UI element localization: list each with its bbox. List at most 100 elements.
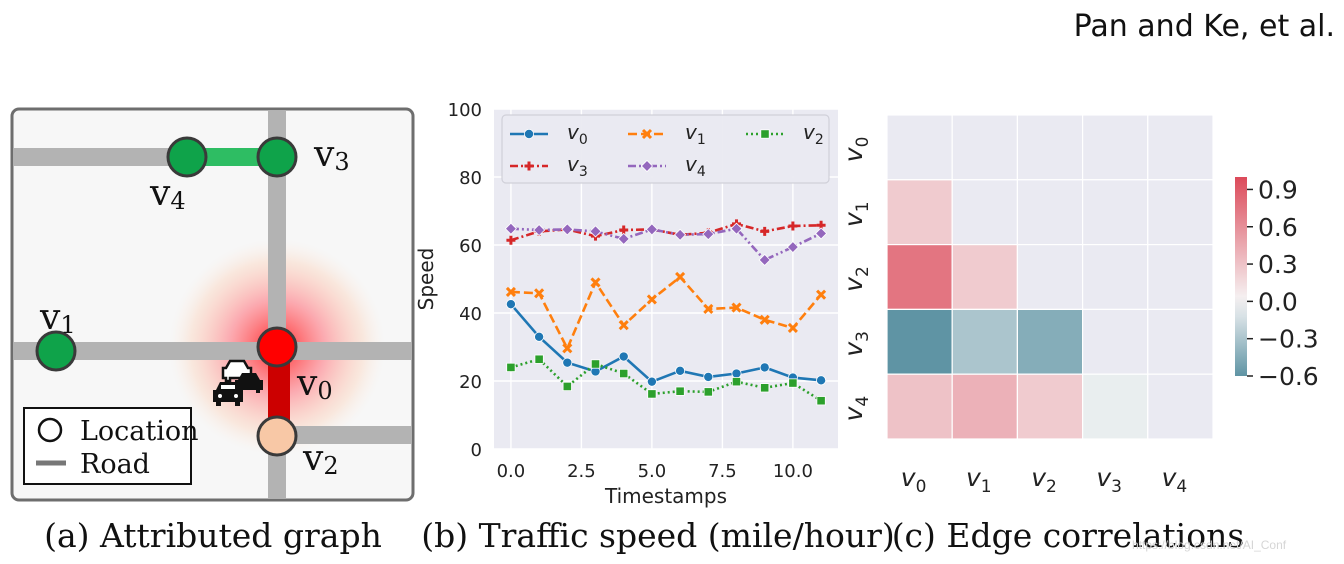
heatmap-col-label: v2 bbox=[1031, 463, 1057, 497]
chart-b-ylabel: Speed bbox=[414, 248, 438, 311]
heatmap-row-label: v3 bbox=[839, 331, 873, 357]
heatmap-axis-labels: v0 v1 v2 v3 v4 v0 v1 v2 v3 v4 bbox=[839, 137, 1187, 497]
legend-box bbox=[501, 114, 830, 184]
data-point bbox=[760, 383, 770, 393]
node-v2 bbox=[256, 415, 298, 457]
node-v3 bbox=[256, 136, 298, 178]
ytick-label: 0 bbox=[471, 440, 482, 461]
colorbar-tick-label: 0.6 bbox=[1258, 213, 1298, 242]
data-point bbox=[702, 228, 715, 241]
heatmap-cell bbox=[1147, 244, 1214, 311]
legend-label: v0 bbox=[567, 120, 588, 148]
colorbar-ticks: 0.9 0.6 0.3 0.0 −0.3 −0.6 bbox=[1247, 175, 1319, 391]
legend-marker bbox=[640, 159, 654, 173]
caption-a: (a) Attributed graph bbox=[44, 516, 382, 555]
ytick-label: 40 bbox=[459, 304, 482, 325]
legend-location-icon bbox=[37, 417, 63, 443]
label-v0: v0 bbox=[296, 363, 333, 405]
heatmap-row-label: v1 bbox=[839, 201, 873, 227]
data-point bbox=[816, 289, 827, 300]
data-point bbox=[815, 227, 828, 240]
data-point bbox=[618, 320, 629, 331]
node-v4 bbox=[166, 136, 208, 178]
road-congested-segment bbox=[268, 350, 290, 430]
series-v0 bbox=[505, 299, 827, 387]
node-v1 bbox=[35, 330, 77, 372]
road-link-v4-v3 bbox=[187, 148, 277, 166]
heatmap-cell bbox=[1081, 179, 1149, 246]
ytick-label: 60 bbox=[459, 236, 482, 257]
data-point bbox=[646, 376, 657, 387]
heatmap-col-label: v1 bbox=[966, 463, 992, 497]
legend-location-label: Location bbox=[80, 416, 199, 447]
data-point bbox=[590, 359, 601, 369]
data-point bbox=[788, 221, 798, 231]
heatmap-row-label: v2 bbox=[839, 266, 873, 292]
label-v3: v3 bbox=[313, 134, 350, 176]
legend-label: v3 bbox=[567, 152, 588, 180]
data-point bbox=[731, 377, 742, 387]
data-point bbox=[646, 294, 657, 305]
colorbar-tick-label: −0.3 bbox=[1258, 325, 1319, 354]
data-point bbox=[618, 351, 629, 362]
colorbar-tick-label: 0.0 bbox=[1258, 287, 1298, 316]
heatmap-col-label: v3 bbox=[1096, 463, 1122, 497]
heatmap-row-label: v4 bbox=[839, 396, 873, 422]
heatmap-cell bbox=[886, 179, 953, 246]
data-point bbox=[505, 299, 516, 310]
data-point bbox=[645, 223, 658, 236]
data-point bbox=[505, 286, 516, 297]
heatmap-cell bbox=[1147, 308, 1214, 375]
data-point bbox=[562, 343, 573, 354]
data-point bbox=[703, 371, 714, 382]
data-point bbox=[619, 368, 629, 379]
caption-b: (b) Traffic speed (mile/hour) bbox=[421, 516, 894, 555]
data-point bbox=[562, 357, 573, 368]
label-v1: v1 bbox=[39, 297, 76, 339]
heatmap-cell bbox=[1016, 179, 1084, 246]
data-point bbox=[534, 331, 545, 342]
series-line bbox=[510, 227, 822, 262]
heatmap-cell bbox=[886, 114, 953, 181]
data-point bbox=[788, 378, 798, 388]
data-point bbox=[759, 362, 770, 373]
legend-label: v4 bbox=[685, 152, 706, 180]
data-point bbox=[816, 375, 827, 386]
heatmap-cell bbox=[1081, 244, 1149, 311]
heatmap-cell bbox=[886, 244, 953, 311]
data-point bbox=[760, 226, 770, 236]
panel-c-heatmap: v0 v1 v2 v3 v4 v0 v1 v2 v3 v4 0.9 0.6 0.3 0.0 −0.3 −0.… bbox=[839, 114, 1319, 555]
data-point bbox=[759, 314, 770, 325]
ytick-label: 20 bbox=[459, 372, 482, 393]
data-point bbox=[786, 240, 799, 254]
series-v2 bbox=[506, 354, 826, 406]
ytick-label: 100 bbox=[448, 100, 482, 121]
data-point bbox=[504, 222, 517, 235]
series-v1 bbox=[505, 271, 827, 354]
data-point bbox=[506, 235, 516, 245]
heatmap-cell bbox=[1081, 373, 1149, 440]
data-point bbox=[589, 225, 602, 238]
colorbar bbox=[1235, 177, 1247, 376]
heatmap-cell bbox=[1081, 114, 1149, 181]
data-point bbox=[561, 223, 574, 236]
legend-road-label: Road bbox=[80, 449, 150, 480]
road-middle bbox=[14, 342, 411, 360]
heatmap-cell bbox=[951, 179, 1019, 246]
heatmap-col-label: v0 bbox=[901, 463, 927, 497]
legend-marker bbox=[524, 161, 534, 171]
heatmap-cell bbox=[951, 114, 1019, 181]
data-point bbox=[787, 322, 798, 334]
data-point bbox=[562, 381, 572, 392]
heatmap-cell bbox=[1016, 114, 1084, 181]
heatmap-cell bbox=[951, 373, 1019, 440]
road-bottom bbox=[277, 426, 411, 444]
colorbar-tick-label: −0.6 bbox=[1258, 362, 1319, 391]
data-point bbox=[534, 288, 545, 299]
label-v4: v4 bbox=[149, 173, 186, 215]
data-point bbox=[703, 387, 713, 397]
data-point bbox=[506, 362, 516, 373]
chart-b-series bbox=[504, 219, 828, 406]
data-point bbox=[758, 253, 771, 267]
